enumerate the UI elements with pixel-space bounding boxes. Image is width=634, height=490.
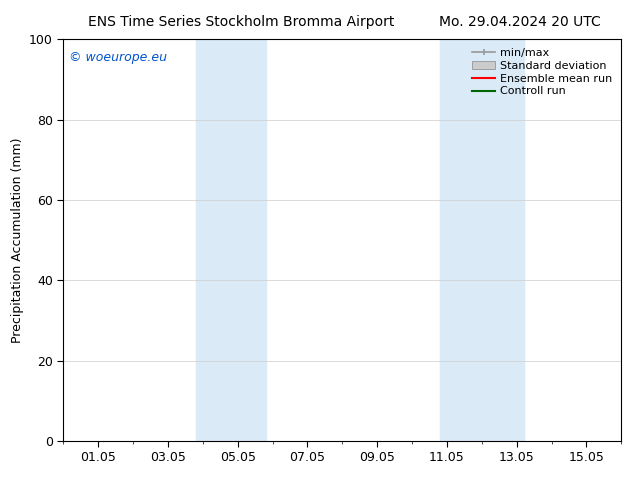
Bar	[440, 39, 524, 441]
Legend: min/max, Standard deviation, Ensemble mean run, Controll run: min/max, Standard deviation, Ensemble me…	[469, 45, 616, 100]
Bar	[196, 39, 266, 441]
Text: © woeurope.eu: © woeurope.eu	[69, 51, 167, 64]
Y-axis label: Precipitation Accumulation (mm): Precipitation Accumulation (mm)	[11, 137, 23, 343]
Text: ENS Time Series Stockholm Bromma Airport: ENS Time Series Stockholm Bromma Airport	[87, 15, 394, 29]
Text: Mo. 29.04.2024 20 UTC: Mo. 29.04.2024 20 UTC	[439, 15, 601, 29]
